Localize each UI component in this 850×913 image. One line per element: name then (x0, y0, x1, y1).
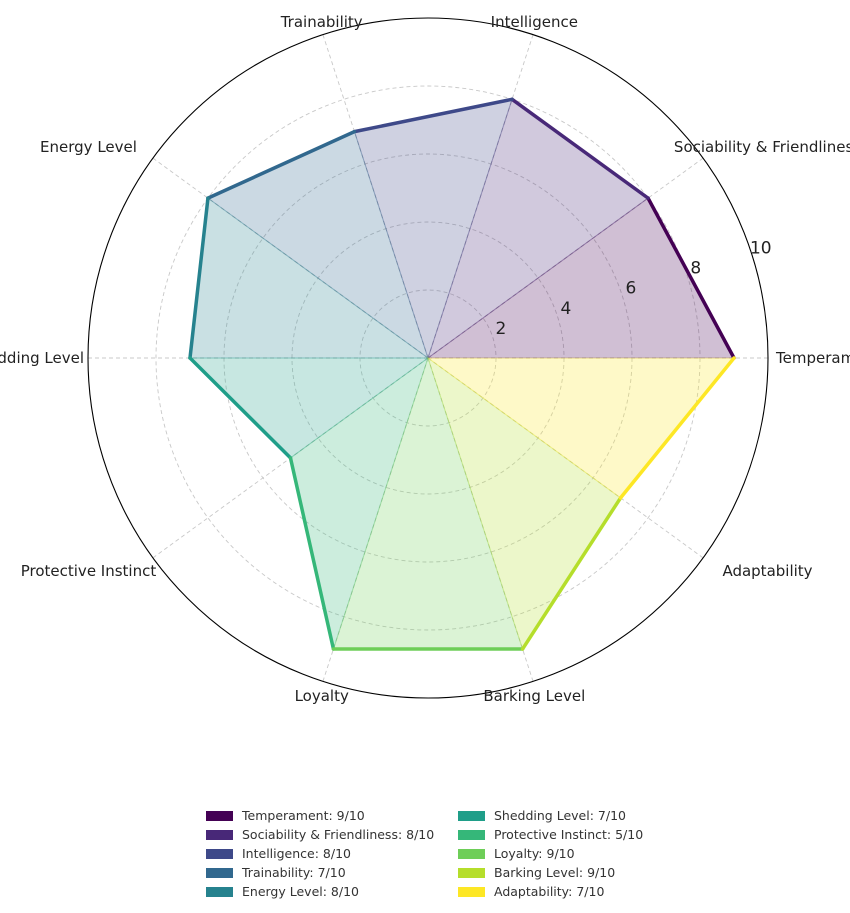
legend-item: Sociability & Friendliness: 8/10 (206, 825, 458, 844)
legend-item: Trainability: 7/10 (206, 863, 458, 882)
radial-tick-label: 10 (750, 239, 772, 259)
segment-edge (288, 456, 336, 651)
legend-item: Shedding Level: 7/10 (458, 806, 658, 825)
segment-fills (188, 98, 736, 651)
category-label: Protective Instinct (21, 562, 157, 580)
category-label: Trainability (280, 13, 363, 31)
legend-swatch (206, 886, 233, 897)
segment-edge (188, 196, 210, 360)
outer-circle (87, 17, 769, 699)
legend-label: Intelligence: 8/10 (242, 846, 351, 861)
category-label: Temperament (775, 349, 850, 367)
legend-swatch (458, 810, 485, 821)
legend-swatch (206, 848, 233, 859)
segment-edge (352, 97, 514, 134)
legend-item: Barking Level: 9/10 (458, 863, 658, 882)
radial-tick-label: 4 (561, 299, 572, 319)
legend-item: Intelligence: 8/10 (206, 844, 458, 863)
legend: Temperament: 9/10 Sociability & Friendlin… (206, 806, 666, 901)
legend-swatch (206, 810, 233, 821)
legend-label: Loyalty: 9/10 (494, 846, 575, 861)
category-label: Intelligence (491, 13, 578, 31)
segment-edge (520, 496, 623, 651)
grid-spoke (322, 34, 429, 359)
legend-label: Trainability: 7/10 (242, 865, 346, 880)
legend-item: Protective Instinct: 5/10 (458, 825, 658, 844)
legend-label: Temperament: 9/10 (242, 808, 365, 823)
grid-spoke (427, 357, 534, 682)
segment-edge (188, 356, 293, 460)
grid-circle (359, 289, 497, 427)
legend-item: Energy Level: 8/10 (206, 882, 458, 901)
legend-swatch (458, 867, 485, 878)
grid-spoke (427, 357, 704, 559)
category-labels: Temperament Sociability & Friendliness Int… (0, 13, 850, 705)
legend-label: Sociability & Friendliness: 8/10 (242, 827, 435, 842)
radial-tick-label: 2 (496, 319, 507, 339)
category-label: Barking Level (483, 687, 585, 705)
radial-tick-labels: 2 4 6 8 10 (496, 239, 772, 339)
legend-swatch (206, 867, 233, 878)
grid-spoke (152, 157, 429, 359)
grid-spoke (427, 157, 704, 359)
segment-edges (188, 97, 736, 651)
legend-item: Temperament: 9/10 (206, 806, 458, 825)
legend-swatch (206, 829, 233, 840)
category-label: Energy Level (40, 138, 137, 156)
radial-tick-label: 6 (625, 279, 636, 299)
outer-circle-layer (87, 17, 769, 699)
category-label: Shedding Level (0, 349, 84, 367)
legend-label: Barking Level: 9/10 (494, 865, 616, 880)
legend-item: Adaptability: 7/10 (458, 882, 658, 901)
legend-swatch (458, 886, 485, 897)
radial-tick-label: 8 (690, 259, 701, 279)
legend-swatch (458, 848, 485, 859)
legend-item: Loyalty: 9/10 (458, 844, 658, 863)
legend-swatch (458, 829, 485, 840)
segment-edge (510, 97, 650, 200)
grid-spoke (322, 357, 429, 682)
legend-label: Adaptability: 7/10 (494, 884, 605, 899)
legend-label: Protective Instinct: 5/10 (494, 827, 644, 842)
grid-circle (155, 85, 701, 631)
segment-edge (206, 129, 357, 200)
segment-edge (646, 196, 736, 360)
category-label: Sociability & Friendliness (674, 138, 850, 156)
legend-label: Energy Level: 8/10 (242, 884, 359, 899)
category-label: Loyalty (295, 687, 349, 705)
category-label: Adaptability (722, 562, 812, 580)
segment-edge (618, 356, 736, 500)
grid-spoke (427, 34, 534, 359)
legend-label: Shedding Level: 7/10 (494, 808, 626, 823)
